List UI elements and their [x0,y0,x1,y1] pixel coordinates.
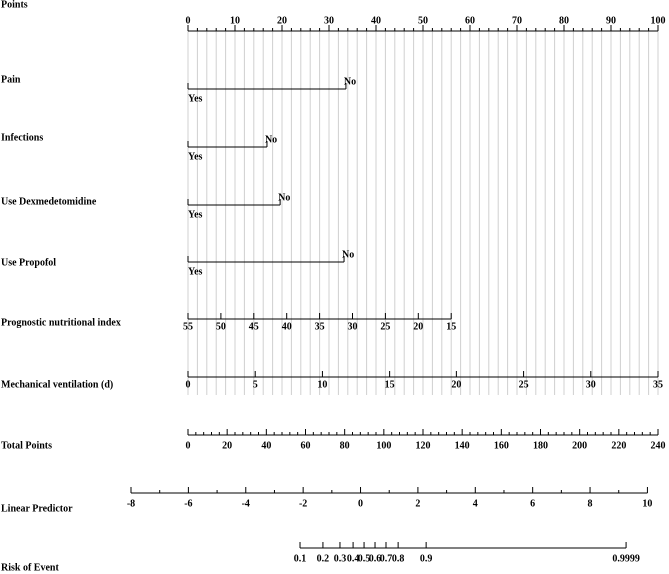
tick-label: 100 [376,440,391,451]
tick-label: -6 [184,498,192,509]
row-label: Use Dexmedetomidine [1,196,97,207]
tick-label: -2 [299,498,307,509]
row-label: Points [1,0,28,10]
tick-label: 0.8 [392,553,405,564]
row-label: Use Propofol [1,257,56,268]
tick-label: 160 [494,440,509,451]
tick-label: 0.2 [317,553,330,564]
tick-label: -8 [127,498,135,509]
tick-label: 20 [222,440,232,451]
tick-label: 0.9999 [612,553,640,564]
tick-label: 0.4 [347,553,360,564]
tick-label: 0.1 [294,553,307,564]
tick-label: 100 [651,15,666,26]
tick-label: 0.5 [358,553,371,564]
tick-label: 200 [572,440,587,451]
tick-label: 10 [230,15,240,26]
tick-label: 30 [324,15,334,26]
tick-label: 0.6 [369,553,382,564]
tick-label: 240 [651,440,666,451]
level-label: Yes [188,266,203,277]
tick-label: 45 [249,321,259,332]
row-label: Linear Predictor [1,503,73,514]
tick-label: 25 [380,321,390,332]
tick-label: 0 [358,498,363,509]
level-label: No [265,134,277,145]
tick-label: 15 [446,321,456,332]
tick-label: 40 [371,15,381,26]
row-label: Total Points [1,440,52,451]
tick-label: 60 [465,15,475,26]
tick-label: 20 [451,379,461,390]
tick-label: 0.3 [334,553,347,564]
tick-label: 80 [340,440,350,451]
level-label: No [278,192,290,203]
tick-label: 35 [315,321,325,332]
tick-label: 80 [559,15,569,26]
row-label: Pain [1,74,21,85]
level-label: Yes [188,151,203,162]
tick-label: 10 [317,379,327,390]
tick-label: 0 [186,15,191,26]
tick-label: 2 [415,498,420,509]
row-label: Risk of Event [1,562,59,573]
tick-label: 180 [533,440,548,451]
tick-label: 15 [385,379,395,390]
tick-label: 30 [586,379,596,390]
tick-label: 0 [186,379,191,390]
tick-label: 60 [301,440,311,451]
tick-label: 10 [642,498,652,509]
level-label: Yes [188,209,203,220]
level-label: No [344,76,356,87]
tick-label: -4 [242,498,250,509]
tick-label: 50 [418,15,428,26]
tick-label: 20 [413,321,423,332]
tick-label: 0 [186,440,191,451]
tick-label: 5 [253,379,258,390]
tick-label: 90 [606,15,616,26]
tick-label: 40 [261,440,271,451]
tick-label: 0.9 [420,553,433,564]
tick-label: 8 [588,498,593,509]
tick-label: 25 [519,379,529,390]
tick-label: 50 [216,321,226,332]
row-label: Mechanical ventilation (d) [1,379,113,390]
tick-label: 220 [611,440,626,451]
tick-label: 4 [473,498,478,509]
tick-label: 20 [277,15,287,26]
tick-label: 30 [348,321,358,332]
tick-label: 120 [416,440,431,451]
level-label: No [342,249,354,260]
row-label: Prognostic nutritional index [1,317,121,328]
tick-label: 0.7 [380,553,393,564]
tick-label: 40 [282,321,292,332]
tick-label: 6 [530,498,535,509]
row-label: Infections [1,132,43,143]
level-label: Yes [188,93,203,104]
tick-label: 70 [512,15,522,26]
tick-label: 55 [183,321,193,332]
tick-label: 35 [653,379,663,390]
tick-label: 140 [455,440,470,451]
